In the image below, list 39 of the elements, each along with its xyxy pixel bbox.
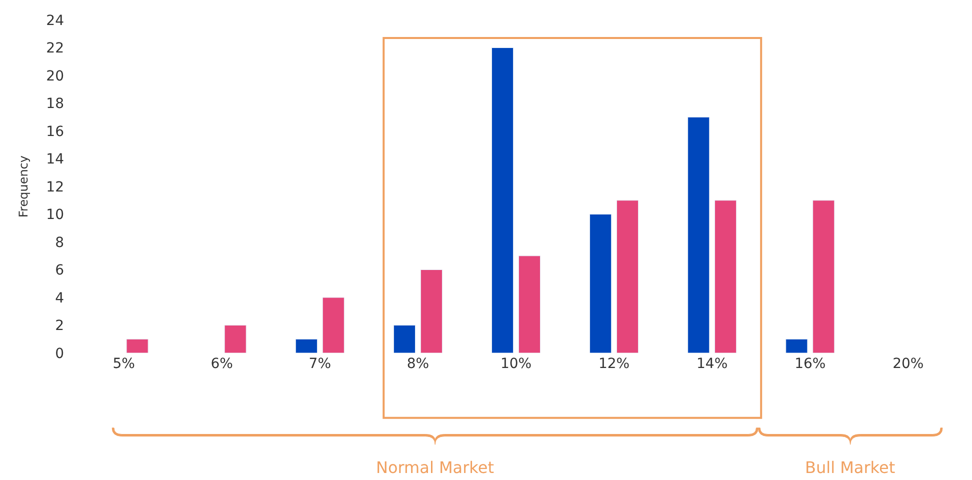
bar	[224, 325, 246, 353]
bar	[420, 270, 442, 353]
bar	[714, 200, 737, 353]
x-tick-label: 14%	[696, 356, 728, 372]
x-tick-label: 10%	[500, 356, 532, 372]
y-tick-label: 14	[46, 152, 64, 168]
bar	[812, 200, 835, 353]
bar	[322, 297, 344, 353]
y-tick-label: 20	[46, 68, 64, 84]
x-tick-label: 7%	[308, 356, 332, 372]
bar	[126, 338, 148, 353]
y-tick-label: 24	[46, 12, 64, 29]
bar	[295, 338, 318, 353]
y-tick-label: 16	[46, 124, 64, 140]
text: Normal Market	[376, 458, 494, 477]
text: Bull Market	[805, 458, 896, 477]
x-tick-label: 5%	[112, 356, 135, 372]
bar	[393, 325, 416, 353]
x-tick-label: 20%	[892, 356, 924, 372]
bar	[786, 338, 808, 353]
bar	[616, 200, 639, 353]
bar	[518, 256, 541, 353]
y-axis-title: Frequency	[16, 156, 30, 218]
x-tick-label: 12%	[598, 356, 630, 372]
bar	[491, 48, 514, 353]
bar	[688, 116, 710, 353]
y-tick-label: 12	[46, 179, 64, 196]
y-tick-label: 6	[55, 262, 64, 279]
bar	[590, 214, 612, 353]
y-tick-label: 18	[46, 96, 64, 112]
x-tick-label: 8%	[406, 356, 430, 372]
y-tick-label: 0	[55, 346, 64, 362]
y-tick-label: 2	[55, 318, 64, 334]
x-tick-label: 16%	[794, 356, 826, 372]
y-tick-label: 4	[55, 290, 64, 306]
y-tick-label: 22	[46, 40, 64, 57]
x-tick-label: 6%	[210, 356, 233, 372]
y-tick-label: 10	[46, 207, 64, 224]
y-tick-label: 8	[55, 234, 64, 251]
